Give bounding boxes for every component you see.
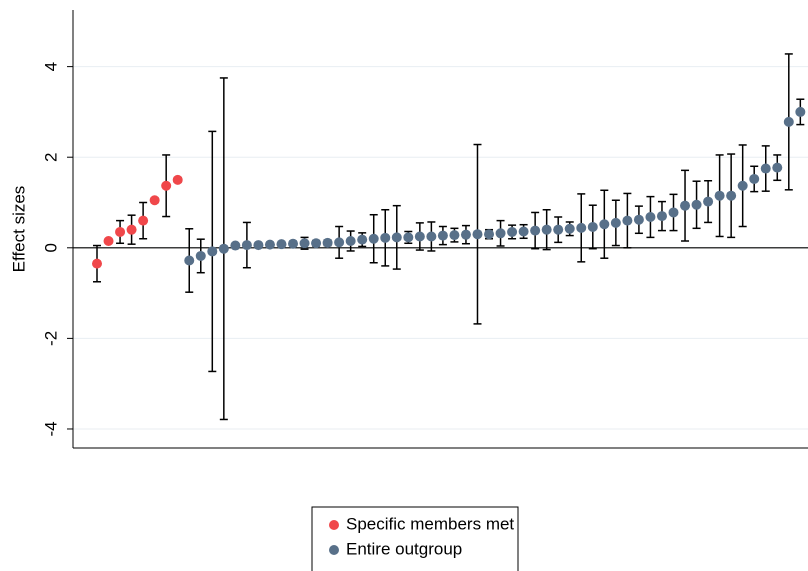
point: [622, 215, 633, 226]
point: [541, 224, 552, 235]
point: [795, 106, 806, 117]
legend-box: [311, 506, 519, 571]
point: [576, 222, 587, 233]
point: [172, 174, 183, 185]
point: [484, 229, 495, 240]
legend-label: Specific members met: [346, 514, 514, 533]
point: [703, 196, 714, 207]
point: [518, 226, 529, 237]
point: [126, 224, 137, 235]
point: [414, 231, 425, 242]
y-tick-label: 4: [41, 62, 60, 71]
point: [668, 207, 679, 218]
point: [633, 214, 644, 225]
point: [749, 173, 760, 184]
legend-marker: [329, 520, 339, 530]
point: [564, 223, 575, 234]
point: [149, 195, 160, 206]
point: [288, 238, 299, 249]
point: [368, 233, 379, 244]
point: [218, 243, 229, 254]
point: [772, 162, 783, 173]
point: [714, 190, 725, 201]
point: [241, 240, 252, 251]
point: [507, 226, 518, 237]
point: [207, 246, 218, 257]
point: [345, 236, 356, 247]
point: [553, 224, 564, 235]
point: [138, 215, 149, 226]
legend-label: Entire outgroup: [346, 539, 462, 558]
legend-marker: [329, 545, 339, 555]
point: [92, 258, 102, 269]
point: [587, 221, 598, 232]
point: [460, 229, 471, 240]
point: [599, 219, 610, 230]
point: [103, 236, 114, 247]
point: [472, 229, 483, 240]
point: [195, 250, 206, 261]
y-tick-label: -4: [41, 421, 60, 436]
point: [276, 239, 287, 250]
point: [783, 116, 794, 127]
point: [530, 225, 541, 236]
point: [610, 217, 621, 228]
y-axis-label: Effect sizes: [9, 186, 28, 273]
point: [726, 190, 737, 201]
point: [691, 199, 702, 210]
point: [253, 240, 264, 251]
point: [334, 237, 345, 248]
y-tick-label: 2: [41, 152, 60, 161]
point: [680, 200, 691, 211]
point: [264, 239, 275, 250]
point: [115, 226, 126, 237]
point: [311, 238, 322, 249]
point: [495, 228, 506, 239]
y-tick-label: -2: [41, 331, 60, 346]
point: [161, 180, 172, 191]
point: [737, 180, 748, 191]
y-tick-label: 0: [41, 243, 60, 252]
point: [230, 240, 241, 251]
point: [760, 163, 771, 174]
point: [449, 230, 460, 241]
point: [403, 232, 414, 243]
point: [380, 232, 391, 243]
point: [645, 211, 656, 222]
point: [184, 255, 195, 266]
point: [656, 211, 667, 222]
point: [391, 232, 402, 243]
point: [322, 237, 333, 248]
point: [426, 231, 437, 242]
point: [357, 234, 368, 245]
point: [437, 230, 448, 241]
point: [299, 238, 310, 249]
